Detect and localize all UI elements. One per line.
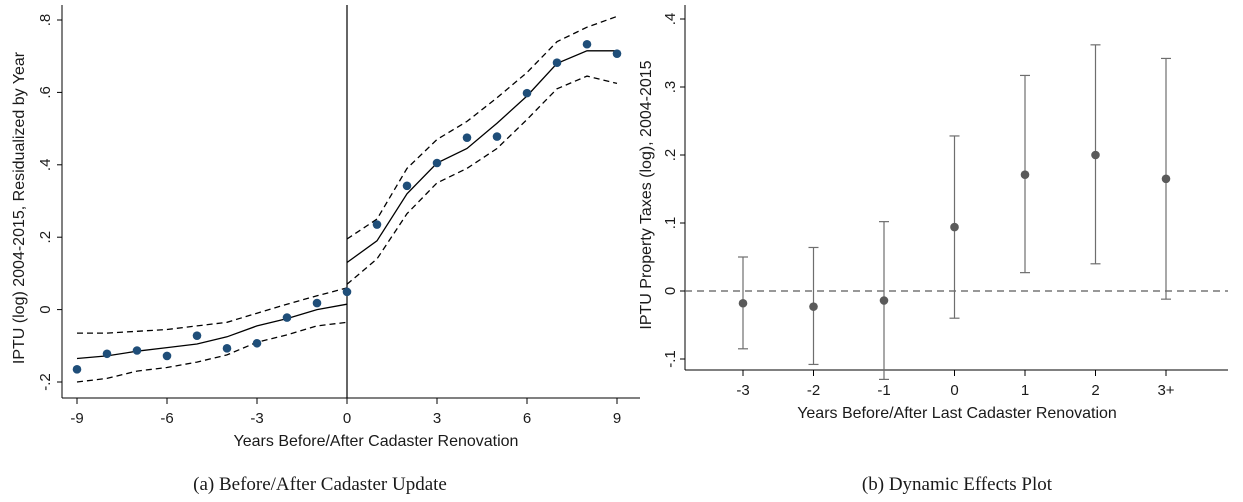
panel-b-x-label: Years Before/After Last Cadaster Renovat…	[797, 405, 1117, 422]
panel-a-point	[372, 220, 382, 229]
panel-a-point	[432, 158, 442, 168]
panel-b-y-tick-label: .4	[662, 13, 679, 26]
panel-b-x-tick-label: 3+	[1157, 382, 1174, 399]
panel-b-x-tick-label: -2	[807, 382, 820, 399]
panel-b-y-label: IPTU Property Taxes (log), 2004-2015	[638, 60, 655, 329]
panel-a-x-tick-label: -3	[250, 410, 263, 427]
panel-a-caption: (a) Before/After Cadaster Update	[193, 474, 447, 495]
panel-a-y-tick-label: .6	[37, 86, 54, 99]
panel-a-point	[492, 132, 502, 141]
panel-b-x-tick-label: 2	[1091, 382, 1099, 399]
panel-a-point	[522, 88, 532, 98]
panel-a-point	[342, 287, 352, 297]
panel-b-estimate-point	[738, 298, 748, 308]
panel-a-point	[462, 133, 472, 142]
panel-b-estimate-point	[950, 222, 959, 232]
panel-a-point	[102, 349, 112, 359]
panel-a-point	[252, 338, 262, 348]
panel-b-y-tick-label: .3	[662, 81, 679, 94]
panel-b-x-tick-label: 1	[1021, 382, 1029, 399]
panel-a-y-tick-label: .2	[37, 231, 54, 244]
panel-b-caption: (b) Dynamic Effects Plot	[862, 474, 1053, 495]
panel-a-x-tick-label: -6	[160, 410, 173, 427]
panel-b-y-tick-label: .2	[662, 149, 679, 162]
panel-b-y-tick-label: -.1	[662, 350, 679, 368]
panel-b-x-tick-label: -1	[877, 382, 890, 399]
panel-b-y-tick-label: .1	[662, 217, 679, 230]
panel-a-point	[72, 365, 82, 374]
panel-b-estimate-point	[1020, 170, 1030, 180]
panel-a-x-tick-label: 3	[433, 410, 441, 427]
panel-a-ci-upper-right	[346, 15, 618, 240]
panel-a-y-label: IPTU (log) 2004-2015, Residualized by Ye…	[11, 51, 28, 364]
panel-b-estimate-point	[809, 302, 818, 311]
panel-a-fit-line-left	[76, 303, 348, 360]
panel-a-point	[582, 39, 592, 49]
panel-b-y-tick-label: 0	[662, 287, 679, 295]
panel-b-x-tick-label: -3	[736, 382, 749, 399]
panel-b-x-tick-label: 0	[950, 382, 958, 399]
panel-a-point	[312, 298, 322, 308]
panel-a-ci-lower-right	[346, 75, 618, 285]
panel-a-y-tick-label: .4	[37, 159, 54, 172]
panel-b-estimate-point	[879, 296, 889, 305]
panel-a-x-label: Years Before/After Cadaster Renovation	[234, 433, 519, 450]
panel-a-y-tick-label: .8	[37, 14, 54, 27]
panel-a-y-tick-label: -.2	[37, 373, 54, 391]
panel-a-fit-line-right	[346, 50, 617, 264]
panel-a-x-tick-label: 6	[523, 410, 531, 427]
panel-a-point	[282, 313, 292, 322]
panel-a-point	[552, 58, 562, 68]
panel-a-ci-upper-left	[77, 287, 348, 334]
panel-b-estimate-point	[1091, 150, 1100, 160]
panel-a-point	[222, 344, 232, 353]
panel-a-point	[132, 346, 142, 355]
panel-a-x-tick-label: 0	[343, 410, 351, 427]
panel-a-x-tick-label: -9	[70, 410, 83, 427]
panel-a-point	[162, 351, 172, 361]
panel-a-point	[192, 331, 202, 340]
panel-b-estimate-point	[1161, 174, 1171, 184]
panel-a-x-tick-label: 9	[613, 410, 621, 427]
panel-a-ci-lower-left	[76, 321, 348, 383]
panel-a-point	[612, 49, 622, 58]
panel-a-y-tick-label: 0	[37, 305, 54, 313]
panel-a-point	[402, 181, 412, 191]
